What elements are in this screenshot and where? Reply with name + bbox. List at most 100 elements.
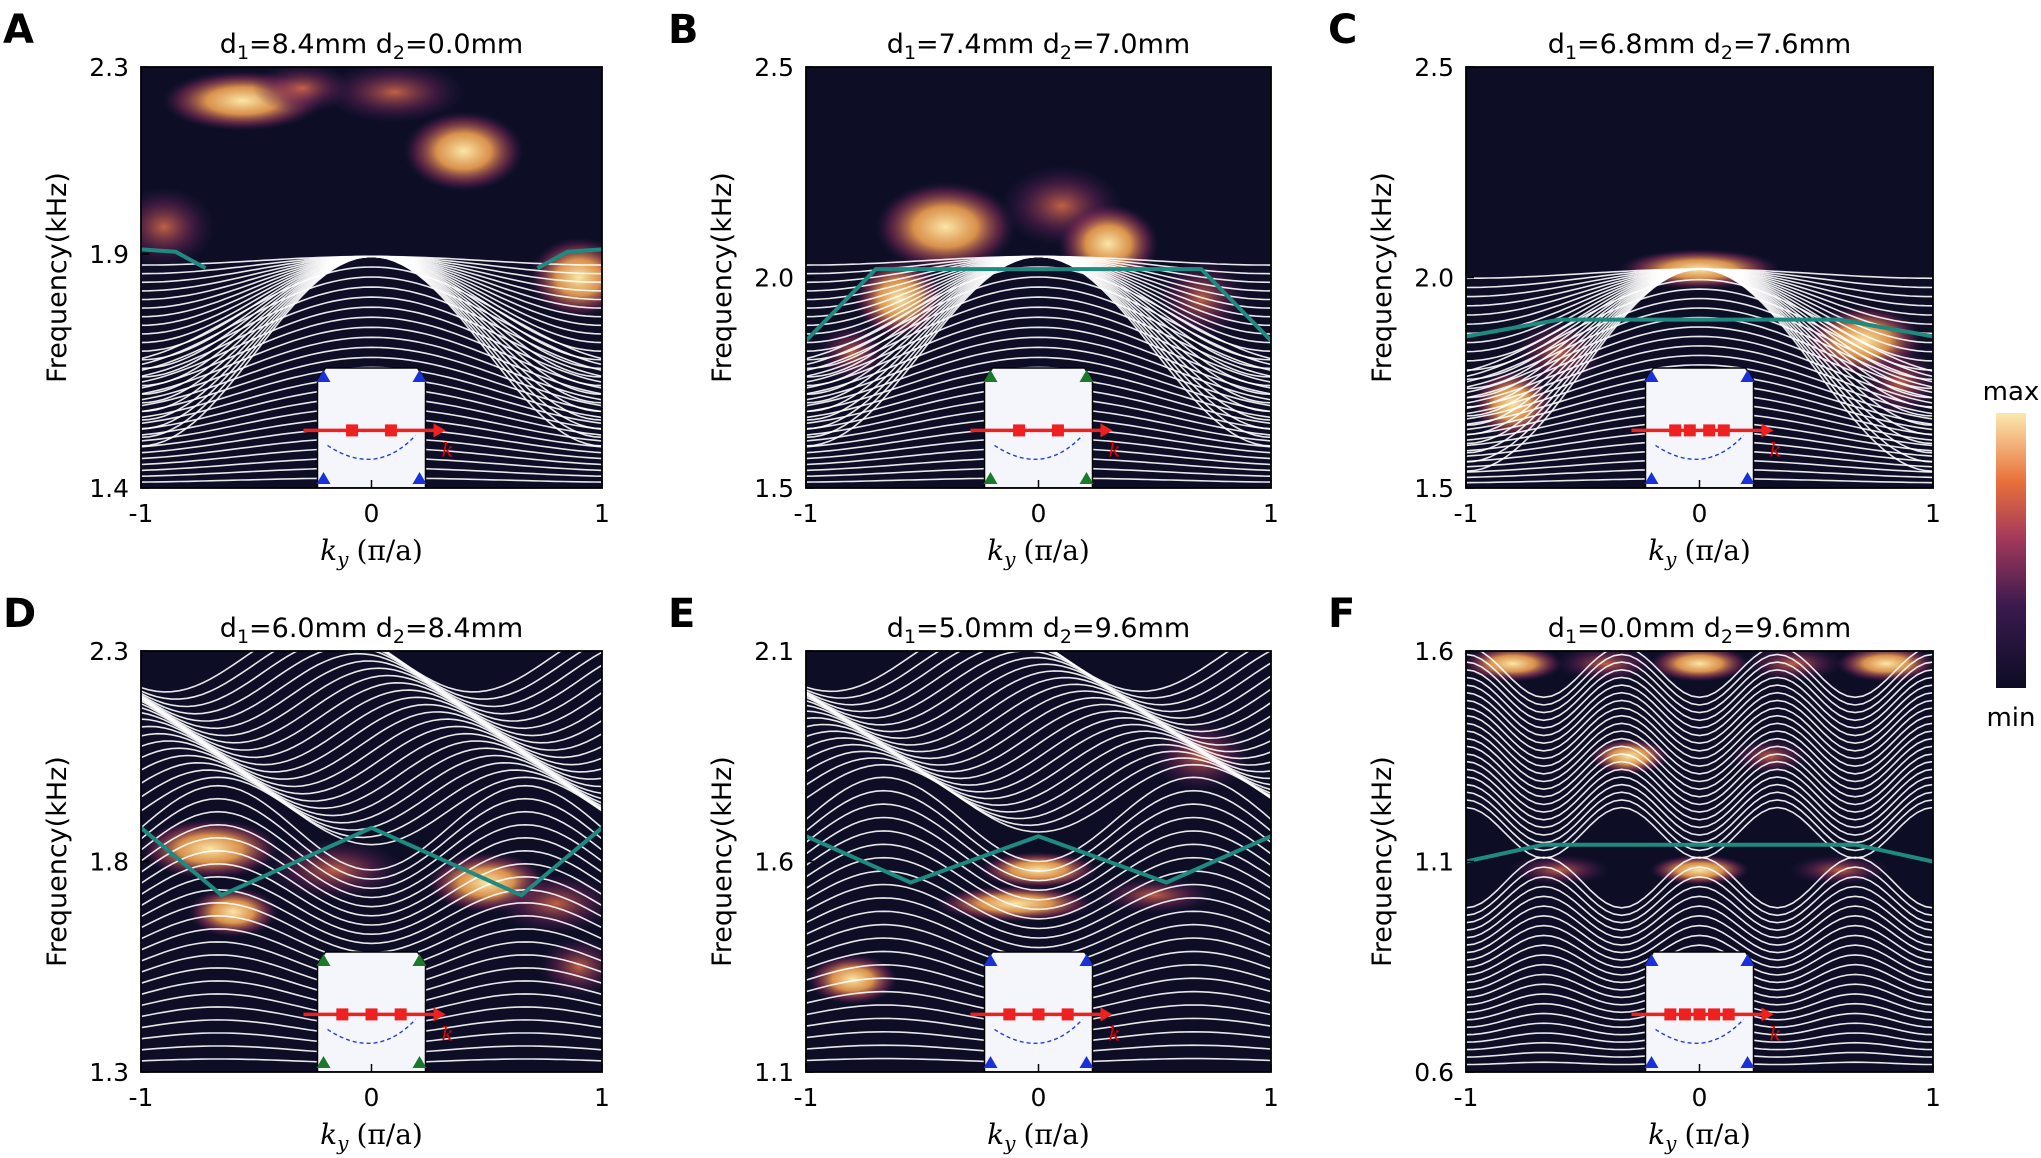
- bulk-band-lower: [141, 849, 602, 917]
- bulk-band-lower: [141, 306, 602, 383]
- plot-area: k: [1466, 651, 1933, 1072]
- heatmap-hotspot: [1094, 877, 1215, 914]
- x-axis-label-var: k: [320, 1118, 337, 1151]
- x-tick-label: 0: [1692, 1083, 1708, 1112]
- panel-letter: C: [1328, 7, 1357, 53]
- x-axis-label: ky (π/a): [1648, 534, 1751, 571]
- bulk-band-upper: [1466, 776, 1933, 829]
- x-tick-label: -1: [129, 1083, 154, 1112]
- bulk-band-lower: [141, 346, 602, 407]
- panel-title: d1=6.8mm d2=7.6mm: [1548, 29, 1851, 64]
- colorbar-gradient: [1996, 413, 2026, 688]
- bulk-band-upper: [806, 676, 1271, 746]
- y-axis-label: Frequency(kHz): [1367, 172, 1398, 383]
- inset-dot: [1678, 1008, 1691, 1021]
- x-axis-label-unit: (π/a): [356, 1118, 422, 1151]
- inset-corner-marker: [1740, 954, 1755, 966]
- inset-bz: k: [970, 367, 1121, 488]
- heatmap-hotspot: [875, 181, 1016, 272]
- panel-letter: D: [3, 591, 36, 637]
- bulk-band-upper: [806, 757, 1271, 827]
- inset-dot: [1703, 424, 1716, 437]
- bulk-band-lower: [1466, 866, 1933, 917]
- bulk-band-upper: [806, 651, 1271, 706]
- bulk-band-upper: [806, 696, 1271, 766]
- bulk-band-lower: [1466, 944, 1933, 976]
- edge-state-curve: [141, 247, 207, 270]
- title-d1-value: =6.0mm d: [249, 613, 393, 644]
- bulk-band-lower: [1466, 345, 1933, 410]
- inset-dashed-path: [994, 1018, 1084, 1045]
- heatmap-hotspot: [528, 237, 602, 318]
- bulk-band-lower: [806, 356, 1271, 413]
- bulk-band-lower: [806, 897, 1271, 949]
- bulk-band-upper: [141, 651, 602, 708]
- x-axis-label-sub: y: [336, 547, 349, 571]
- bulk-band-lower: [1466, 924, 1933, 961]
- bulk-band-lower: [1466, 335, 1933, 404]
- inset-bz: k: [303, 951, 454, 1072]
- inset-dot: [1693, 1008, 1706, 1021]
- x-axis-label-sub: y: [1003, 547, 1016, 571]
- bulk-band-lower: [806, 346, 1271, 407]
- bulk-band-upper: [141, 255, 602, 266]
- title-d2-sub: 2: [1060, 626, 1072, 648]
- inset-corner-marker: [316, 954, 331, 966]
- title-d1-value: =5.0mm d: [916, 613, 1060, 644]
- bulk-band-lower: [806, 266, 1271, 360]
- inset-dot: [1032, 1008, 1045, 1021]
- heatmap-hotspot: [403, 111, 524, 192]
- panel-title: d1=5.0mm d2=9.6mm: [887, 613, 1190, 648]
- y-tick-label: 1.9: [89, 240, 129, 269]
- bulk-band-lower: [141, 326, 602, 395]
- x-tick-label: 1: [594, 1083, 610, 1112]
- x-axis-label: ky (π/a): [987, 534, 1090, 571]
- bulk-band-upper: [141, 740, 602, 810]
- plot-area: k: [1466, 67, 1933, 488]
- x-axis-label: ky (π/a): [1648, 1118, 1751, 1155]
- title-d1-sub: 1: [904, 626, 916, 648]
- inset-arrow-head: [1761, 423, 1774, 438]
- panel-letter: B: [668, 7, 699, 53]
- x-tick-label: -1: [129, 499, 154, 528]
- bulk-band-lower: [141, 266, 602, 360]
- bulk-band-upper: [141, 651, 584, 700]
- inset-dashed-path: [1655, 434, 1745, 461]
- x-tick-label: -1: [1454, 1083, 1479, 1112]
- bulk-band-upper: [1466, 799, 1933, 852]
- inset-dashed-path: [1655, 1018, 1745, 1045]
- bulk-band-upper: [1466, 806, 1933, 859]
- title-d1-sub: 1: [1565, 626, 1577, 648]
- inset-corner-marker: [1644, 370, 1659, 382]
- x-axis-label-unit: (π/a): [1684, 534, 1750, 567]
- colorbar: max min: [1983, 377, 2040, 733]
- bulk-band-upper: [141, 769, 602, 839]
- inset-corner-marker: [316, 1056, 331, 1068]
- bulk-band-upper: [141, 754, 602, 824]
- inset-dot: [1051, 424, 1064, 437]
- title-d1-value: =0.0mm d: [1577, 613, 1721, 644]
- bulk-band-upper: [1466, 783, 1933, 836]
- inset-dot: [336, 1008, 349, 1021]
- inset-dot: [1669, 424, 1682, 437]
- x-tick-label: 0: [1031, 499, 1047, 528]
- panel-title: d1=8.4mm d2=0.0mm: [220, 29, 523, 64]
- heatmap-hotspot: [141, 818, 281, 879]
- heatmap-hotspot: [1789, 854, 1890, 885]
- title-d2-value: =9.6mm: [1072, 613, 1190, 644]
- bulk-band-upper: [806, 656, 1271, 726]
- bulk-band-lower: [141, 810, 602, 890]
- y-axis-label: Frequency(kHz): [707, 172, 738, 383]
- bulk-band-upper: [141, 667, 602, 737]
- x-tick-label: 1: [594, 499, 610, 528]
- inset-dot: [1664, 1008, 1677, 1021]
- bulk-band-upper: [806, 690, 1271, 760]
- colorbar-min-label: min: [1986, 703, 2035, 733]
- heatmap-hotspot: [978, 851, 1099, 888]
- heatmap-hotspot: [807, 954, 898, 1005]
- bulk-band-upper: [806, 737, 1271, 807]
